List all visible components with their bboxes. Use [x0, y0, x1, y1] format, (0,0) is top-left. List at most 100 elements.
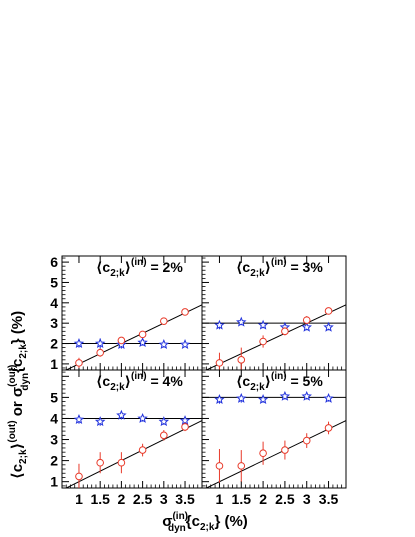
y-tick-label: 3 — [50, 315, 58, 331]
annotation-part: (in) — [271, 257, 287, 268]
blue-star-marker — [73, 338, 85, 348]
blue-star-marker — [257, 393, 269, 404]
annotation-part: ⟨c — [236, 259, 250, 275]
diagonal-fit-line — [205, 420, 346, 488]
red-circle-marker — [324, 424, 333, 432]
y-tick-label: 6 — [50, 254, 58, 270]
ylabel-sub-right: 2;k — [18, 344, 29, 359]
ylabel-sub-mid: dyn — [20, 373, 31, 391]
panel-top-left: 1 2 3 4 5 6 ⟨c2;k⟩(in) = 2% — [50, 254, 203, 372]
red-circle-marker — [138, 330, 147, 339]
blue-star-marker — [236, 316, 247, 327]
red-circle-marker — [75, 472, 83, 481]
annotation-part: = 4% — [147, 373, 184, 389]
red-circle-marker — [302, 316, 311, 324]
blue-star-marker — [214, 394, 225, 404]
diagonal-fit-line — [65, 420, 202, 488]
panel-annotation: ⟨c2;k⟩(in) = 3% — [236, 257, 323, 279]
red-circle-marker — [75, 359, 83, 367]
annotation-part: (in) — [131, 371, 147, 382]
x-tick-label: 2.5 — [275, 491, 295, 507]
blue-star-marker — [137, 337, 148, 347]
red-circle-marker — [160, 431, 168, 440]
y-tick-label: 3 — [50, 432, 58, 448]
xlabel-sub2: 2;k — [200, 522, 215, 533]
panel-frame — [201, 255, 347, 371]
red-circle-marker — [96, 348, 104, 357]
annotation-part: (in) — [131, 257, 147, 268]
blue-star-marker — [323, 392, 334, 403]
red-circle-marker — [259, 449, 267, 458]
blue-star-marker — [301, 390, 312, 401]
panel-annotation: ⟨c2;k⟩(in) = 5% — [236, 371, 323, 393]
blue-star-marker — [158, 339, 170, 350]
xlabel-sub: dyn — [168, 523, 186, 534]
panel-bottom-right: 1 1.5 2 2.5 3 3.5 ⟨c2;k⟩(in) = 5% — [201, 369, 347, 507]
xlabel-sup: (in) — [172, 511, 188, 522]
annotation-part: ⟨c — [96, 259, 110, 275]
blue-star-marker — [179, 415, 191, 426]
x-tick-label: 3.5 — [175, 491, 195, 507]
y-tick-label: 5 — [50, 389, 58, 405]
red-circle-marker — [160, 317, 168, 325]
red-circle-marker — [181, 308, 189, 316]
annotation-part: = 5% — [287, 373, 324, 389]
plot-area — [62, 304, 202, 370]
x-tick-label: 3.5 — [319, 491, 339, 507]
y-axis-title: ⟨c2;k⟩(out) or σ(out) dyn{c2;k} (%) — [7, 311, 31, 479]
red-circle-marker — [324, 307, 333, 315]
red-circle-marker — [237, 356, 246, 364]
x-tick-label: 3 — [303, 491, 311, 507]
y-tick-label: 4 — [50, 410, 58, 426]
xlabel-brace: {c — [186, 513, 200, 530]
ylabel-brace: {c — [9, 359, 26, 373]
panel-bottom-left: 1 1.5 2 2.5 3 3.5 1 2 3 4 5 ⟨c2;k⟩(in) = 4% — [50, 369, 203, 507]
red-circle-marker — [237, 462, 246, 470]
x-tick-label: 1.5 — [232, 491, 252, 507]
y-tick-label: 2 — [50, 336, 58, 352]
plot-area — [62, 409, 202, 488]
blue-star-marker — [116, 409, 127, 420]
annotation-part: 2;k — [250, 382, 265, 393]
annotation-part: 2;k — [110, 268, 125, 279]
blue-star-marker — [236, 392, 247, 403]
x-tick-label: 2.5 — [133, 491, 153, 507]
y-tick-label: 1 — [50, 474, 58, 490]
x-tick-label: 1 — [216, 491, 224, 507]
blue-star-marker — [279, 390, 291, 401]
blue-star-marker — [179, 339, 191, 350]
blue-star-marker — [158, 416, 170, 427]
annotation-part: = 3% — [287, 259, 324, 275]
ylabel-main-left: ⟨c — [9, 464, 26, 479]
blue-star-marker — [323, 321, 334, 332]
annotation-part: ⟩ — [125, 373, 131, 389]
annotation-part: = 2% — [147, 259, 184, 275]
red-circle-marker — [281, 446, 289, 454]
panel-top-right: ⟨c2;k⟩(in) = 3% — [201, 255, 347, 371]
red-circle-marker — [181, 423, 189, 431]
y-tick-label: 1 — [50, 356, 58, 372]
xlabel-sigma: σ — [162, 513, 172, 530]
svg-text:⟨c2;k⟩(out) or σ(out)dyn{c2;: ⟨c2;k⟩(out) or σ(out) dyn{c2;k} (%) — [7, 311, 31, 479]
x-tick-label: 2 — [117, 491, 125, 507]
ylabel-close-left: ⟩ — [9, 443, 26, 450]
blue-star-marker — [137, 412, 148, 423]
x-tick-label: 2 — [259, 491, 267, 507]
x-tick-label: 1.5 — [90, 491, 110, 507]
red-circle-marker — [302, 436, 311, 445]
panel-annotation: ⟨c2;k⟩(in) = 4% — [96, 371, 183, 393]
red-circle-marker — [215, 462, 224, 470]
y-tick-label: 5 — [50, 274, 58, 290]
x-axis-title: σ(in) dyn{c2;k} (%) — [162, 511, 248, 534]
annotation-part: ⟩ — [125, 259, 131, 275]
x-tick-label: 1 — [75, 491, 83, 507]
blue-star-marker — [214, 319, 225, 330]
xlabel-close: } (%) — [214, 513, 247, 530]
plot-area — [202, 304, 346, 370]
x-tick-label: 3 — [160, 491, 168, 507]
annotation-part: 2;k — [110, 382, 125, 393]
red-circle-marker — [281, 327, 289, 336]
blue-star-marker — [301, 321, 312, 332]
